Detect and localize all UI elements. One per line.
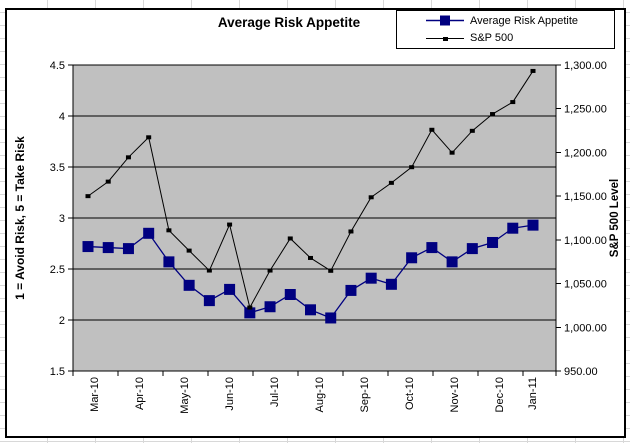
x-tick-label: Mar-10 xyxy=(89,377,101,412)
sp500-point xyxy=(85,194,91,199)
risk-appetite-point xyxy=(487,236,499,248)
legend-marker-sp500-icon xyxy=(426,36,464,41)
y-right-tick-label: 1,100.00 xyxy=(564,235,607,247)
risk-appetite-point xyxy=(507,222,519,234)
risk-appetite-point xyxy=(345,284,357,296)
risk-appetite-point xyxy=(183,279,195,291)
gridlines xyxy=(73,64,556,321)
x-tick-label: Nov-10 xyxy=(449,377,461,412)
sp500-point xyxy=(125,155,131,160)
sp500-point xyxy=(146,135,152,140)
y-right-axis: 950.00 1,000.00 1,050.00 1,100.00 1,150.00 1,… xyxy=(556,60,607,378)
x-tick-label: Sep-10 xyxy=(359,377,371,412)
sp500-series xyxy=(85,68,536,310)
sp500-point xyxy=(348,229,354,234)
sp500-point xyxy=(429,127,435,132)
legend-entry-risk-appetite[interactable]: Average Risk Appetite xyxy=(425,13,614,29)
x-tick-label: Apr-10 xyxy=(134,377,146,410)
risk-appetite-point xyxy=(426,242,438,254)
y-right-tick-label: 1,150.00 xyxy=(564,191,607,203)
y-left-axis: 1.5 2 2.5 3 3.5 4 4.5 xyxy=(50,60,73,378)
y-left-axis-title: 1 = Avoid Risk, 5 = Take Risk xyxy=(13,136,27,300)
legend-label-risk-appetite: Average Risk Appetite xyxy=(470,14,579,27)
sp500-point xyxy=(368,195,374,200)
risk-appetite-point xyxy=(325,312,337,324)
risk-appetite-point xyxy=(203,295,215,307)
y-left-tick-label: 4 xyxy=(59,111,65,123)
sp500-point xyxy=(287,236,293,241)
sp500-point xyxy=(388,180,394,185)
y-left-tick-label: 2.5 xyxy=(50,264,65,276)
y-left-tick-label: 1.5 xyxy=(50,366,65,378)
sp500-point xyxy=(247,305,253,310)
risk-appetite-point xyxy=(406,252,418,264)
risk-appetite-point xyxy=(122,243,134,255)
sp500-point xyxy=(227,222,233,227)
risk-appetite-point xyxy=(264,301,276,313)
sp500-point xyxy=(206,268,212,273)
risk-appetite-point xyxy=(224,283,236,295)
y-right-tick-label: 1,050.00 xyxy=(564,279,607,291)
chart-title: Average Risk Appetite xyxy=(217,15,361,30)
sp500-point xyxy=(328,268,334,273)
x-axis: Mar-10 Apr-10 May-10 Jun-10 Jul-10 Aug-10 Sep-… xyxy=(72,371,557,414)
risk-appetite-point xyxy=(284,289,296,300)
risk-appetite-point xyxy=(446,256,458,268)
risk-appetite-point xyxy=(466,243,478,255)
risk-appetite-series xyxy=(82,219,539,324)
risk-appetite-point xyxy=(82,241,94,253)
y-left-tick-label: 2 xyxy=(59,315,65,327)
legend-marker-risk-appetite-icon xyxy=(426,15,464,26)
x-tick-label: Oct-10 xyxy=(404,377,416,410)
y-right-tick-label: 1,200.00 xyxy=(564,147,607,159)
sp500-point xyxy=(308,255,313,260)
risk-appetite-point xyxy=(365,272,377,284)
sp500-point xyxy=(166,228,172,233)
risk-appetite-point xyxy=(244,307,256,319)
x-tick-label: Jun-10 xyxy=(224,377,236,411)
risk-appetite-point xyxy=(102,242,114,254)
risk-appetite-point xyxy=(385,278,397,290)
x-tick-label: May-10 xyxy=(179,377,191,414)
sp500-point xyxy=(105,179,111,184)
y-right-tick-label: 1,300.00 xyxy=(564,60,607,72)
y-right-tick-label: 1,000.00 xyxy=(564,322,607,334)
y-left-tick-label: 4.5 xyxy=(50,60,65,72)
legend-label-sp500: S&P 500 xyxy=(470,32,514,45)
y-right-tick-label: 1,250.00 xyxy=(564,104,607,116)
y-right-axis-title: S&P 500 Level xyxy=(609,178,621,258)
sp500-point xyxy=(267,268,273,273)
sp500-point xyxy=(510,100,516,105)
y-left-tick-label: 3 xyxy=(59,213,65,225)
chart-legend[interactable]: Average Risk Appetite S&P 500 xyxy=(396,10,615,49)
sp500-point xyxy=(469,128,475,133)
legend-entry-sp500[interactable]: S&P 500 xyxy=(425,30,614,46)
sp500-point xyxy=(530,68,536,73)
y-left-tick-label: 3.5 xyxy=(50,162,65,174)
x-tick-label: Jan-11 xyxy=(527,377,539,410)
x-tick-label: Aug-10 xyxy=(314,377,326,412)
risk-appetite-point xyxy=(527,219,539,231)
sp500-point xyxy=(409,165,415,170)
y-right-tick-label: 950.00 xyxy=(564,366,598,378)
risk-appetite-point xyxy=(143,227,155,239)
sp500-point xyxy=(490,112,496,117)
x-tick-label: Dec-10 xyxy=(494,377,506,412)
sp500-point xyxy=(449,150,455,155)
sp500-point xyxy=(186,248,192,253)
risk-appetite-point xyxy=(305,304,316,316)
risk-appetite-point xyxy=(163,256,175,268)
x-tick-label: Jul-10 xyxy=(269,377,281,407)
